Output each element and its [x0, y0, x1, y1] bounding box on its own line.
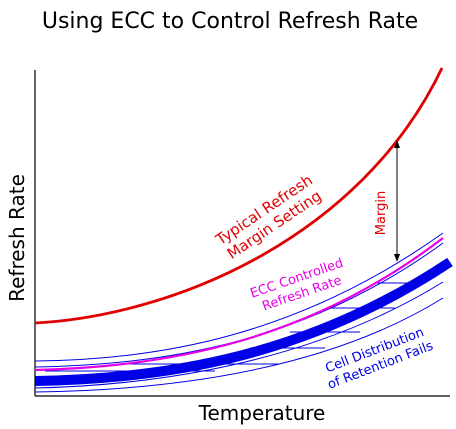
margin-label: Margin: [374, 191, 389, 235]
distribution-curve: [34, 257, 453, 386]
ecc-curve: [34, 237, 444, 372]
margin-arrow: [394, 140, 400, 262]
distribution-envelope: [34, 232, 444, 393]
x-axis-label: Temperature: [198, 401, 326, 425]
y-axis-label: Refresh Rate: [5, 174, 29, 302]
title: Using ECC to Control Refresh Rate: [42, 9, 418, 34]
typical-curve: [34, 67, 444, 325]
